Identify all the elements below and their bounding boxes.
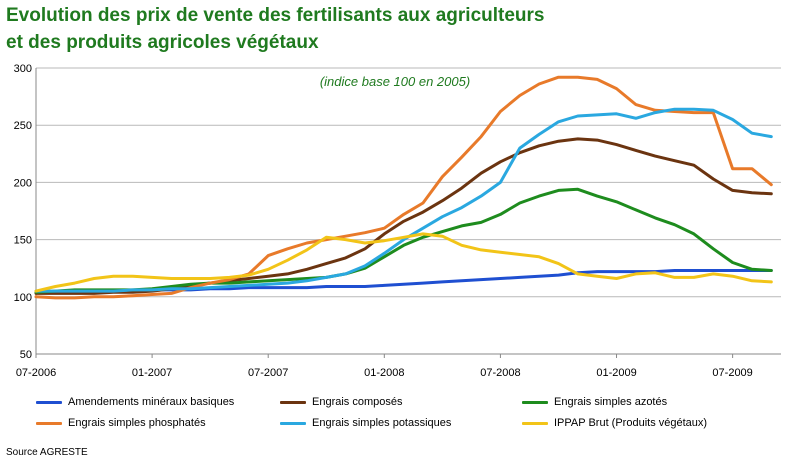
x-tick-label: 07-2006 [16,367,56,379]
legend-label: Engrais simples azotés [554,396,668,408]
y-tick-label: 200 [14,177,32,189]
legend-swatch [280,421,306,425]
x-tick-label: 07-2009 [712,367,752,379]
x-tick-label: 01-2008 [364,367,404,379]
x-tick-label: 01-2009 [596,367,636,379]
x-tick-label: 07-2007 [248,367,288,379]
y-tick-label: 300 [14,63,32,75]
line-chart: 50 100 150 200 250 300 07-2006 01-2007 07-2007 01… [14,63,781,379]
legend-swatch [522,421,548,425]
legend-label: Amendements minéraux basiques [68,396,235,408]
series-line-5 [34,107,773,293]
x-tick-label: 01-2007 [132,367,172,379]
legend-swatch [36,400,62,404]
series-lines [34,75,773,300]
legend-item: Engrais composés [280,396,403,408]
chart-title: Evolution des prix de vente des fertilis… [6,2,545,56]
legend-label: Engrais simples phosphatés [68,417,206,429]
y-tick-label: 50 [20,349,32,361]
legend-swatch [522,400,548,404]
legend-item: Engrais simples potassiques [280,417,451,429]
legend-label: Engrais composés [312,396,403,408]
legend-item: Amendements minéraux basiques [36,396,234,408]
source-note: Source AGRESTE [6,447,88,458]
legend-label: IPPAP Brut (Produits végétaux) [554,417,708,429]
legend-item: Engrais simples azotés [522,396,667,408]
series-line-4 [34,75,773,300]
axes: 50 100 150 200 250 300 07-2006 01-2007 07-2007 01… [14,63,781,379]
chart-annotation: (indice base 100 en 2005) [320,74,470,89]
legend-swatch [36,421,62,425]
y-tick-label: 250 [14,120,32,132]
chart-title-line2: et des produits agricoles végétaux [6,32,319,53]
legend-swatch [280,400,306,404]
x-tick-label: 07-2008 [480,367,520,379]
series-line-6 [34,232,773,293]
legend-label: Engrais simples potassiques [312,417,452,429]
y-tick-label: 150 [14,235,32,247]
y-tick-label: 100 [14,292,32,304]
chart-title-line1: Evolution des prix de vente des fertilis… [6,5,545,26]
legend-item: Engrais simples phosphatés [36,417,206,429]
legend-item: IPPAP Brut (Produits végétaux) [522,417,707,429]
